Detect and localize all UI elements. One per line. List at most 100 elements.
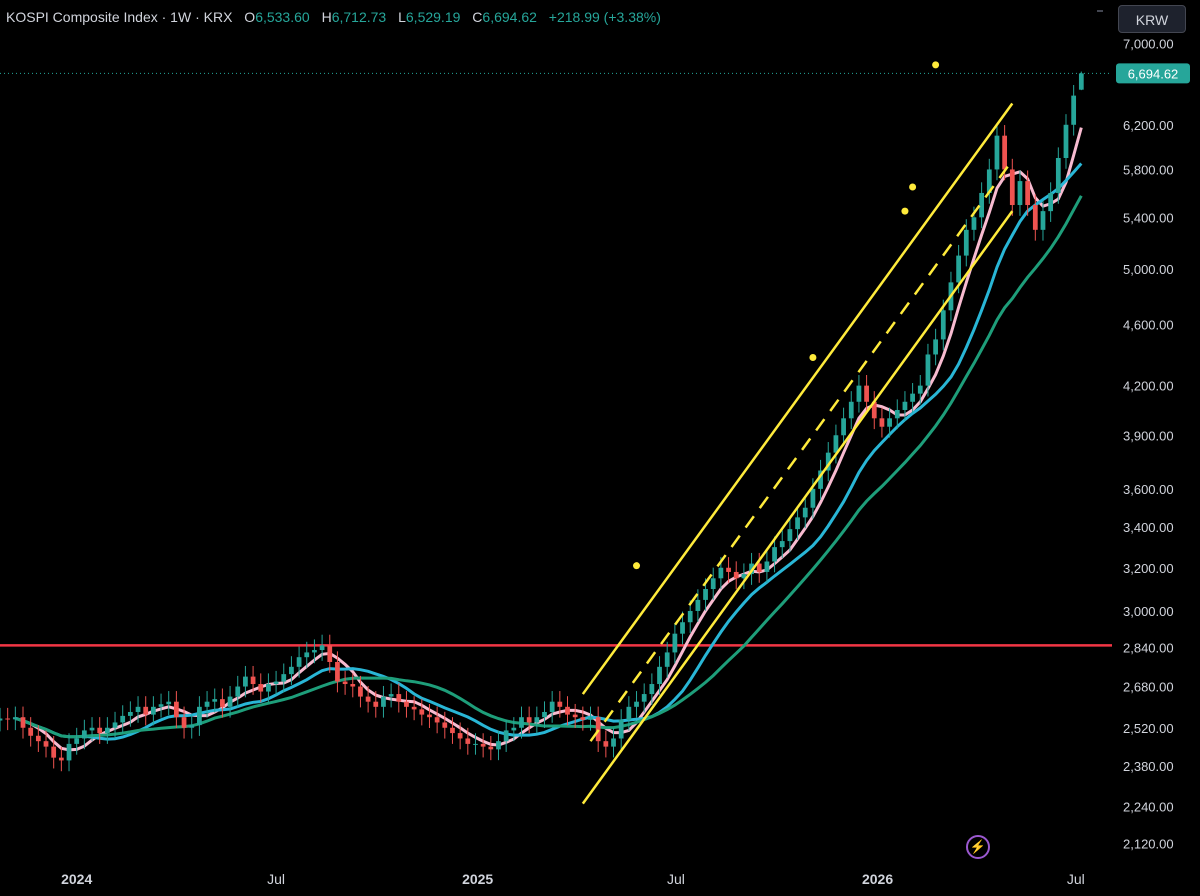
candle-body: [350, 684, 356, 687]
candle-body: [258, 684, 264, 692]
candle-body: [112, 722, 118, 728]
peak-markers-layer: [633, 61, 940, 570]
peak-marker: [901, 207, 909, 215]
candle-body: [450, 727, 455, 734]
candle-body: [672, 633, 678, 653]
candle-body: [818, 470, 823, 489]
candle-body: [89, 727, 95, 731]
candle-body: [680, 622, 685, 634]
candle-body: [772, 547, 777, 562]
candle-body: [979, 192, 985, 218]
channel-lines-layer: [581, 102, 1014, 805]
candle-body: [925, 354, 931, 386]
y-tick-label: 3,200.00: [1123, 561, 1174, 576]
chart-legend: KOSPI Composite Index · 1W · KRX O6,533.…: [6, 9, 661, 25]
y-tick-label: 5,800.00: [1123, 162, 1174, 177]
x-tick-label: Jul: [667, 871, 685, 887]
high-label: H: [321, 9, 332, 25]
candle-body: [312, 650, 317, 653]
y-tick-label: 5,000.00: [1123, 262, 1174, 277]
price-axis[interactable]: 7,000.00 6,200.00 5,800.00 5,400.00 5,000.00…: [1123, 37, 1174, 852]
candles-layer: [0, 71, 1084, 772]
candle-body: [166, 701, 172, 705]
candle-body: [741, 574, 747, 579]
peak-marker: [932, 61, 940, 69]
candle-body: [687, 610, 693, 623]
candle-body: [1025, 181, 1031, 206]
candle-body: [58, 757, 64, 761]
candle-body: [588, 717, 593, 720]
candle-body: [879, 418, 885, 427]
candle-body: [511, 727, 517, 731]
candle-body: [419, 709, 425, 715]
candle-body: [243, 676, 248, 687]
peak-marker: [633, 562, 641, 570]
low-value: 6,529.19: [405, 9, 461, 25]
candle-body: [902, 401, 908, 410]
candle-body: [787, 529, 793, 542]
candle-body: [718, 567, 724, 579]
candle-body: [626, 706, 632, 720]
candle-body: [887, 418, 892, 427]
low-label: L: [398, 9, 406, 25]
toolbar-handle-icon[interactable]: [1097, 10, 1103, 12]
candle-body: [465, 738, 471, 744]
candle-body: [956, 255, 961, 283]
candle-body: [1071, 95, 1077, 125]
candle-body: [726, 567, 731, 572]
currency-button[interactable]: KRW: [1118, 5, 1186, 33]
y-tick-label: 2,240.00: [1123, 800, 1174, 815]
candle-body: [281, 674, 287, 682]
candle-body: [104, 727, 110, 734]
candle-body: [986, 169, 992, 193]
y-tick-label: 6,200.00: [1123, 118, 1174, 133]
y-tick-label: 2,680.00: [1123, 680, 1174, 695]
candle-body: [1048, 192, 1054, 212]
candle-body: [5, 718, 11, 720]
candle-body: [327, 645, 333, 662]
candle-body: [810, 488, 816, 508]
y-tick-label: 4,600.00: [1123, 318, 1174, 333]
candle-body: [174, 701, 179, 718]
candle-body: [1032, 205, 1038, 230]
lightning-icon[interactable]: ⚡: [966, 835, 990, 859]
candle-body: [335, 661, 340, 682]
candle-body: [373, 701, 379, 707]
candle-body: [0, 718, 3, 721]
y-tick-label: 2,380.00: [1123, 759, 1174, 774]
candle-body: [411, 706, 417, 710]
candle-body: [35, 735, 41, 742]
candle-body: [963, 229, 969, 256]
y-tick-label: 4,200.00: [1123, 379, 1174, 394]
candle-body: [994, 135, 1000, 170]
candle-body: [235, 686, 241, 697]
x-tick-label: Jul: [267, 871, 285, 887]
candle-body: [43, 741, 49, 747]
candle-body: [381, 696, 386, 707]
x-tick-label: 2024: [61, 871, 92, 887]
candle-body: [488, 746, 494, 750]
symbol-title[interactable]: KOSPI Composite Index · 1W · KRX: [6, 9, 233, 25]
candle-body: [1009, 169, 1015, 206]
candle-body: [733, 571, 739, 579]
candle-body: [81, 730, 87, 739]
candle-body: [595, 717, 601, 742]
candle-body: [342, 681, 348, 685]
candle-body: [703, 589, 708, 600]
candle-body: [151, 706, 156, 715]
y-tick-label: 3,900.00: [1123, 428, 1174, 443]
candle-body: [319, 645, 325, 651]
candle-body: [365, 696, 371, 702]
peak-marker: [809, 354, 817, 362]
time-axis[interactable]: 2024 Jul 2025 Jul 2026 Jul: [61, 871, 1085, 887]
candle-body: [503, 730, 509, 742]
candle-body: [940, 310, 946, 340]
candle-body: [565, 706, 570, 715]
y-tick-label: 3,000.00: [1123, 604, 1174, 619]
candle-body: [227, 696, 233, 707]
candle-body: [1002, 135, 1008, 170]
y-tick-label: 2,120.00: [1123, 837, 1174, 852]
close-label: C: [472, 9, 483, 25]
candle-body: [197, 706, 202, 726]
